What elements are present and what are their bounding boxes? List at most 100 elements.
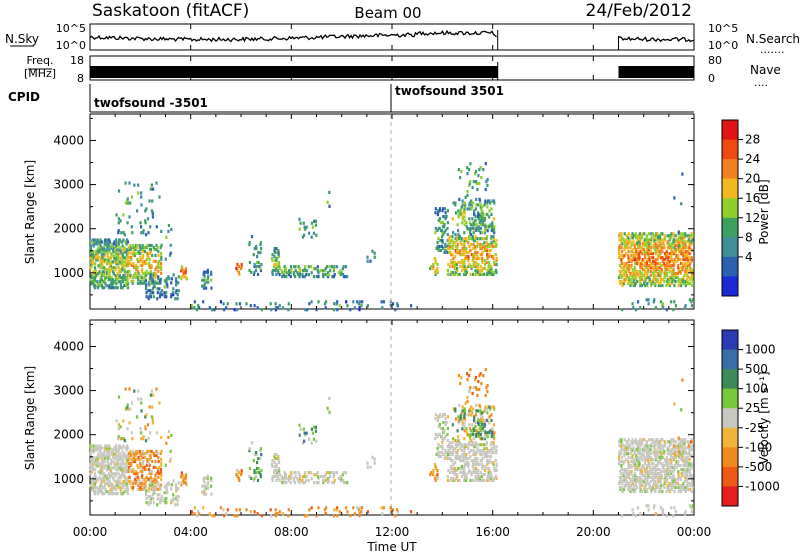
power-cell xyxy=(633,266,636,270)
velocity-cell xyxy=(160,449,163,453)
power-cell xyxy=(317,300,320,304)
power-cell xyxy=(137,259,140,263)
power-cell xyxy=(466,193,469,198)
power-cell xyxy=(466,227,469,231)
power-cell xyxy=(159,293,162,297)
colorbar-segment xyxy=(722,256,738,277)
velocity-cell xyxy=(688,450,691,454)
power-cell xyxy=(630,234,633,238)
velocity-cell xyxy=(206,474,209,478)
velocity-cell xyxy=(675,481,678,486)
power-cell xyxy=(117,276,120,280)
power-cell xyxy=(99,284,102,288)
velocity-cell xyxy=(99,490,102,494)
velocity-cell xyxy=(117,476,121,480)
power-cell xyxy=(434,226,437,231)
power-cell xyxy=(202,300,205,304)
power-cell xyxy=(670,275,673,280)
velocity-cell xyxy=(673,452,676,456)
velocity-cell xyxy=(274,474,277,479)
power-cell xyxy=(671,260,674,264)
power-cell xyxy=(101,272,104,276)
power-cell xyxy=(666,258,669,262)
velocity-cell xyxy=(99,444,102,448)
power-cell xyxy=(623,242,626,246)
velocity-cell xyxy=(167,481,170,485)
power-cell xyxy=(688,246,691,250)
power-cell xyxy=(112,266,116,270)
power-cell xyxy=(317,275,320,279)
velocity-cell xyxy=(690,440,693,444)
power-cell xyxy=(627,279,630,284)
velocity-cell xyxy=(252,459,255,463)
power-cell xyxy=(487,199,490,203)
power-cell xyxy=(315,308,318,312)
power-cell xyxy=(223,308,226,312)
velocity-cell xyxy=(259,474,263,479)
velocity-cell xyxy=(490,472,493,477)
velocity-cell xyxy=(159,497,162,501)
velocity-cell xyxy=(303,473,306,477)
power-cell xyxy=(673,242,676,246)
power-cell xyxy=(270,308,273,312)
power-cell xyxy=(436,213,439,217)
velocity-cell xyxy=(490,413,493,417)
top-panel-traces xyxy=(89,29,694,80)
power-cell xyxy=(494,253,497,257)
power-cell xyxy=(482,272,486,276)
power-cell xyxy=(625,275,628,280)
velocity-cell xyxy=(483,435,487,439)
colorbar-segment xyxy=(722,330,738,350)
power-cell xyxy=(666,246,669,250)
power-cell xyxy=(620,279,623,284)
power-cell xyxy=(658,262,661,266)
power-cell xyxy=(448,237,451,241)
power-cell xyxy=(110,252,113,256)
velocity-cell xyxy=(366,461,369,465)
power-cell xyxy=(435,246,438,250)
power-cell xyxy=(466,172,469,176)
velocity-cell xyxy=(640,489,644,494)
velocity-cell xyxy=(115,472,118,476)
power-cell xyxy=(240,262,243,267)
power-cell xyxy=(117,248,120,252)
velocity-cell xyxy=(623,450,626,454)
velocity-cell xyxy=(122,486,125,490)
power-cell xyxy=(436,262,439,267)
colorbar-tick-label: 28 xyxy=(745,133,760,147)
nave-tick-top: 80 xyxy=(708,54,722,67)
velocity-cell xyxy=(322,481,325,485)
power-cell xyxy=(631,273,635,278)
velocity-cell xyxy=(620,444,623,448)
power-cell xyxy=(182,273,185,277)
velocity-cell xyxy=(639,444,642,448)
power-cell xyxy=(115,262,118,266)
power-cell xyxy=(661,302,665,306)
velocity-cell xyxy=(396,510,399,514)
velocity-cell xyxy=(89,468,92,472)
power-cell xyxy=(677,248,680,252)
velocity-cell xyxy=(632,489,635,494)
velocity-cell xyxy=(655,474,658,478)
power-cell xyxy=(686,240,689,244)
velocity-cell xyxy=(277,476,280,480)
velocity-cell xyxy=(634,481,637,486)
velocity-cell xyxy=(687,444,690,448)
power-cell xyxy=(155,281,158,285)
power-cell xyxy=(670,246,674,250)
power-cell xyxy=(148,263,151,267)
power-cell xyxy=(646,281,649,286)
power-cell xyxy=(629,273,632,278)
power-cell xyxy=(97,256,100,260)
velocity-cell xyxy=(493,466,496,471)
velocity-cell xyxy=(155,453,158,458)
velocity-cell xyxy=(470,443,473,447)
power-cell xyxy=(478,270,481,274)
power-cell xyxy=(106,254,109,258)
power-cell xyxy=(459,260,462,265)
power-cell xyxy=(121,260,125,264)
velocity-cell xyxy=(472,386,475,390)
power-cell xyxy=(625,234,628,238)
velocity-cell xyxy=(289,481,292,485)
velocity-cell xyxy=(684,440,687,444)
